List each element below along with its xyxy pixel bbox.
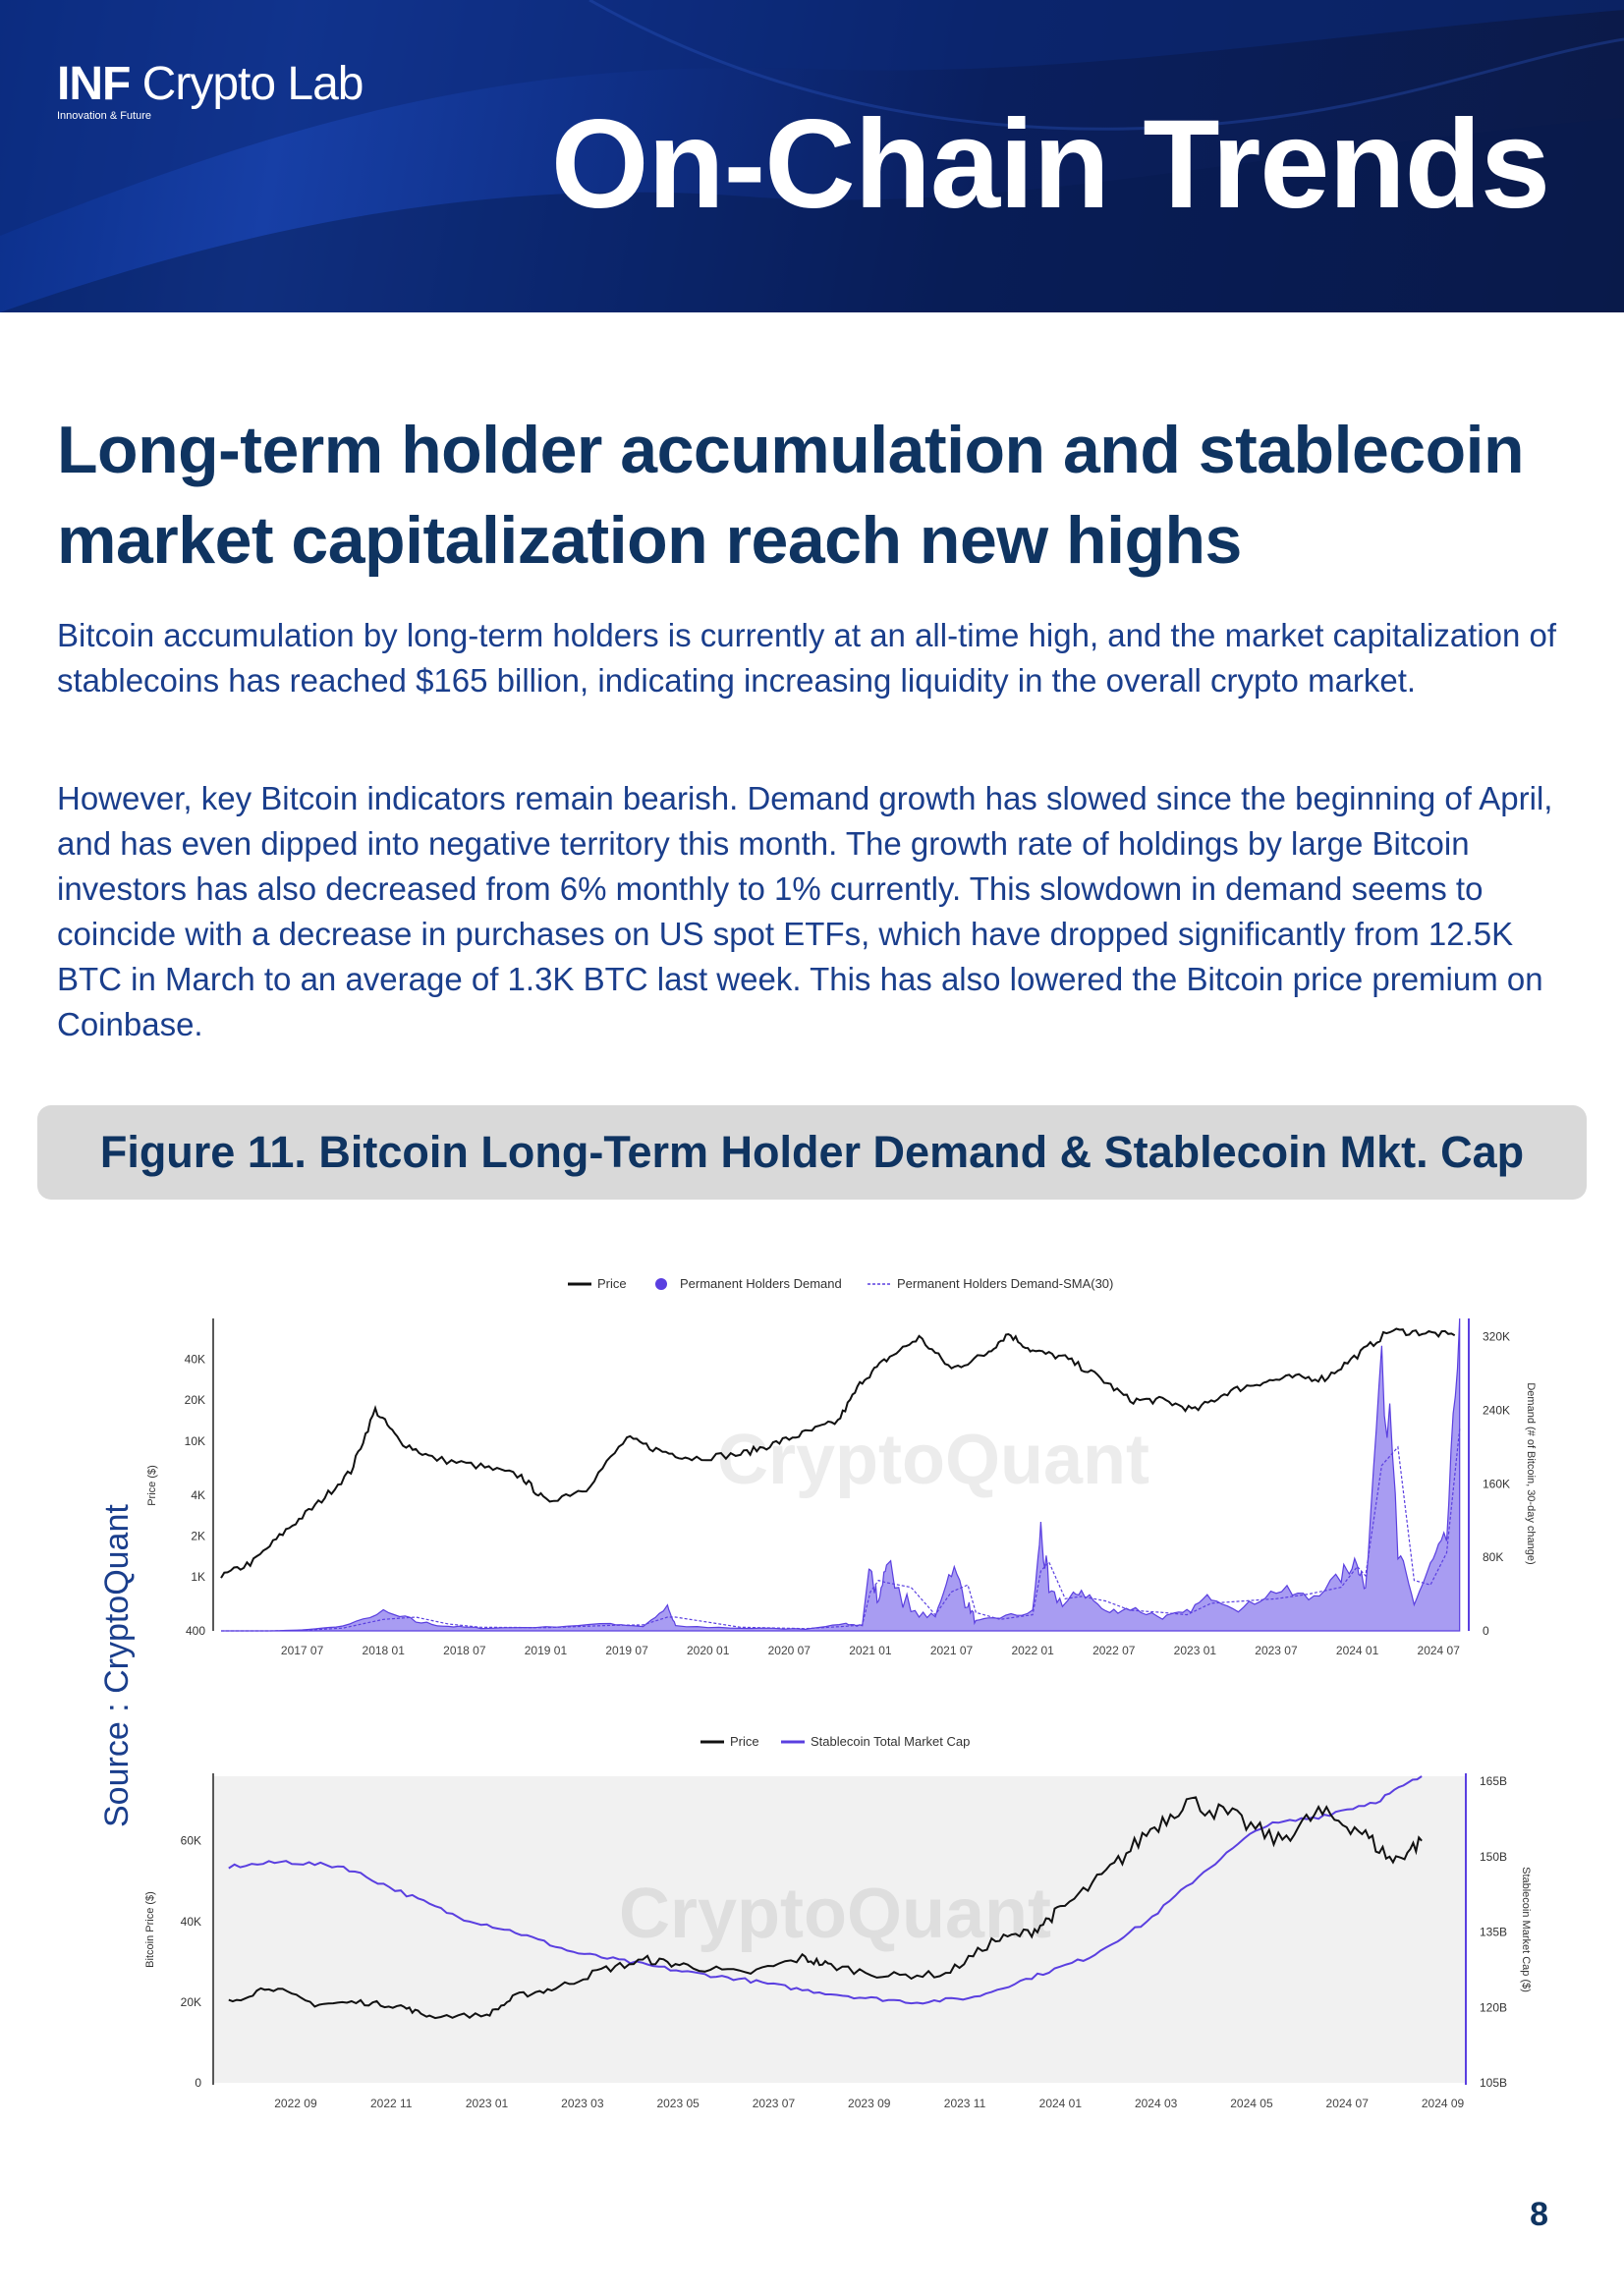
ytick-right-label-2: 120B xyxy=(1480,2000,1507,2014)
price-line-2 xyxy=(228,1796,1423,2020)
header-banner: INF Crypto Lab Innovation & Future On-Ch… xyxy=(0,0,1624,312)
source-label: Source : CryptoQuant xyxy=(98,1504,136,1827)
xtick-label: 2018 01 xyxy=(363,1644,406,1657)
xtick-label-2: 2024 05 xyxy=(1230,2097,1273,2110)
chart1-watermark: CryptoQuant xyxy=(717,1421,1149,1499)
ytick-right-label: 320K xyxy=(1483,1330,1510,1344)
xtick-label-2: 2024 03 xyxy=(1135,2097,1178,2110)
ytick-right-label-2: 135B xyxy=(1480,1926,1507,1939)
ytick-left-label: 40K xyxy=(185,1353,205,1367)
ytick-left-label-2: 40K xyxy=(181,1915,201,1929)
ytick-right-label-2: 150B xyxy=(1480,1850,1507,1864)
xtick-label: 2021 07 xyxy=(930,1644,974,1657)
chart1-left-ticks: 400 1K 2K 4K 10K 20K 40K xyxy=(185,1353,206,1638)
page-number: 8 xyxy=(1530,2196,1548,2233)
chart2-stablecoin-line-group xyxy=(228,1775,1423,2005)
xtick-label-2: 2024 01 xyxy=(1039,2097,1083,2110)
legend2-stablecoin-label: Stablecoin Total Market Cap xyxy=(811,1734,970,1749)
banner-wave-decoration xyxy=(0,0,1624,312)
chart2-right-ticks: 105B 120B 135B 150B 165B xyxy=(1480,1774,1507,2090)
ytick-left-label: 20K xyxy=(185,1393,205,1407)
xtick-label: 2021 01 xyxy=(849,1644,892,1657)
chart2-x-ticks: 2022 09 2022 11 2023 01 2023 03 2023 05 2023 … xyxy=(274,2097,1464,2110)
xtick-label: 2017 07 xyxy=(281,1644,324,1657)
chart1-x-ticks: 2017 07 2018 01 2018 07 2019 01 2019 07 2020 … xyxy=(281,1644,1460,1657)
xtick-label: 2024 07 xyxy=(1418,1644,1461,1657)
ytick-left-label-2: 0 xyxy=(195,2076,201,2090)
xtick-label-2: 2023 09 xyxy=(848,2097,891,2110)
xtick-label-2: 2023 03 xyxy=(561,2097,604,2110)
ytick-left-label-2: 60K xyxy=(181,1834,201,1848)
logo-tagline: Innovation & Future xyxy=(57,110,152,122)
chart2-watermark: CryptoQuant xyxy=(619,1875,1051,1953)
xtick-label-2: 2023 11 xyxy=(944,2097,986,2110)
chart1-demand-area-group xyxy=(221,1317,1461,1632)
chart1-price-line-group xyxy=(220,1327,1456,1579)
chart-lth-demand: Price Permanent Holders Demand Permanent… xyxy=(146,1276,1537,1657)
ytick-right-label: 0 xyxy=(1483,1624,1489,1638)
figure-caption: Figure 11. Bitcoin Long-Term Holder Dema… xyxy=(99,1127,1525,1177)
stablecoin-line xyxy=(228,1775,1423,2005)
ytick-left-label: 10K xyxy=(185,1434,205,1448)
xtick-label: 2019 01 xyxy=(525,1644,568,1657)
chart2-ylabel-right: Stablecoin Market Cap ($) xyxy=(1520,1867,1532,1992)
chart1-ylabel-right: Demand (# of Bitcoin, 30-day change) xyxy=(1525,1382,1537,1564)
xtick-label: 2020 01 xyxy=(687,1644,730,1657)
ytick-right-label-2: 165B xyxy=(1480,1774,1507,1788)
logo-main: INF xyxy=(57,58,131,110)
xtick-label: 2022 01 xyxy=(1011,1644,1054,1657)
xtick-label: 2024 01 xyxy=(1336,1644,1379,1657)
ytick-left-label: 1K xyxy=(191,1570,205,1584)
xtick-label: 2020 07 xyxy=(768,1644,812,1657)
ytick-right-label: 240K xyxy=(1483,1404,1510,1418)
xtick-label-2: 2024 09 xyxy=(1422,2097,1465,2110)
ytick-left-label: 400 xyxy=(186,1624,205,1638)
xtick-label: 2023 01 xyxy=(1174,1644,1217,1657)
chart1-ylabel-left: Price ($) xyxy=(146,1465,158,1506)
chart-stablecoin-mktcap: Price Stablecoin Total Market Cap Crypto… xyxy=(144,1734,1532,2110)
xtick-label: 2018 07 xyxy=(443,1644,486,1657)
xtick-label-2: 2023 01 xyxy=(466,2097,509,2110)
xtick-label-2: 2024 07 xyxy=(1326,2097,1370,2110)
ytick-right-label: 80K xyxy=(1483,1550,1503,1564)
legend-demand-swatch xyxy=(655,1278,667,1290)
legend-sma-label: Permanent Holders Demand-SMA(30) xyxy=(897,1276,1113,1291)
chart2-ylabel-left: Bitcoin Price ($) xyxy=(144,1891,156,1968)
ytick-left-label: 2K xyxy=(191,1529,205,1542)
demand-sma-line xyxy=(221,1428,1461,1632)
chart2-left-ticks: 0 20K 40K 60K xyxy=(181,1834,202,2090)
xtick-label: 2019 07 xyxy=(605,1644,648,1657)
ytick-left-label-2: 20K xyxy=(181,1995,201,2009)
page-title: On-Chain Trends xyxy=(550,94,1550,235)
ytick-right-label-2: 105B xyxy=(1480,2076,1507,2090)
xtick-label: 2023 07 xyxy=(1255,1644,1298,1657)
inf-crypto-lab-logo: INF Crypto Lab Innovation & Future xyxy=(57,58,364,123)
chart2-legend: Price Stablecoin Total Market Cap xyxy=(700,1734,970,1749)
xtick-label-2: 2023 07 xyxy=(753,2097,796,2110)
xtick-label-2: 2022 11 xyxy=(370,2097,413,2110)
chart1-right-ticks: 0 80K 160K 240K 320K xyxy=(1483,1330,1510,1638)
legend-demand-label: Permanent Holders Demand xyxy=(680,1276,842,1291)
figure-caption-bar: Figure 11. Bitcoin Long-Term Holder Dema… xyxy=(37,1105,1587,1200)
paragraph-2: However, key Bitcoin indicators remain b… xyxy=(57,780,1553,1042)
xtick-label-2: 2022 09 xyxy=(274,2097,317,2110)
article-heading: Long-term holder accumulation and stable… xyxy=(57,413,1525,578)
xtick-label: 2022 07 xyxy=(1092,1644,1136,1657)
price-line xyxy=(220,1327,1456,1579)
xtick-label-2: 2023 05 xyxy=(656,2097,700,2110)
chart2-price-line-group xyxy=(228,1796,1423,2020)
legend-price-label: Price xyxy=(597,1276,627,1291)
ytick-left-label: 4K xyxy=(191,1488,205,1502)
logo-sub: Crypto Lab xyxy=(141,58,364,110)
ytick-right-label: 160K xyxy=(1483,1477,1510,1490)
chart1-legend: Price Permanent Holders Demand Permanent… xyxy=(568,1276,1113,1291)
paragraph-1: Bitcoin accumulation by long-term holder… xyxy=(57,617,1557,699)
legend2-price-label: Price xyxy=(730,1734,759,1749)
